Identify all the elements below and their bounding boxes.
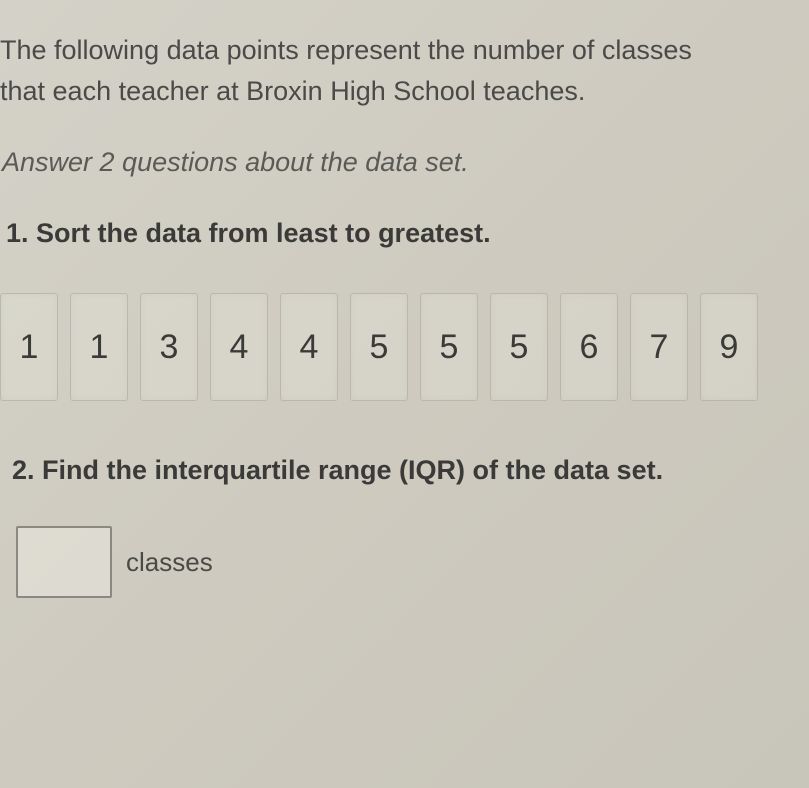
intro-line-2: that each teacher at Broxin High School … (0, 76, 585, 106)
data-tile[interactable]: 3 (140, 293, 198, 401)
iqr-input[interactable] (16, 526, 112, 598)
data-tile[interactable]: 7 (630, 293, 688, 401)
data-tile[interactable]: 1 (0, 293, 58, 401)
data-tile[interactable]: 1 (70, 293, 128, 401)
data-tile[interactable]: 5 (420, 293, 478, 401)
data-tile[interactable]: 5 (490, 293, 548, 401)
question-2-prompt: 2. Find the interquartile range (IQR) of… (0, 455, 809, 486)
data-tile[interactable]: 4 (280, 293, 338, 401)
data-tile[interactable]: 5 (350, 293, 408, 401)
data-tile[interactable]: 6 (560, 293, 618, 401)
answer-row: classes (0, 526, 809, 598)
data-tile[interactable]: 9 (700, 293, 758, 401)
intro-line-1: The following data points represent the … (0, 35, 692, 65)
question-1-prompt: 1. Sort the data from least to greatest. (0, 218, 809, 249)
problem-intro: The following data points represent the … (0, 30, 809, 111)
answer-unit-label: classes (126, 547, 213, 578)
instruction-text: Answer 2 questions about the data set. (0, 147, 809, 178)
data-tile[interactable]: 4 (210, 293, 268, 401)
data-tiles-row: 1 1 3 4 4 5 5 5 6 7 9 (0, 293, 809, 401)
